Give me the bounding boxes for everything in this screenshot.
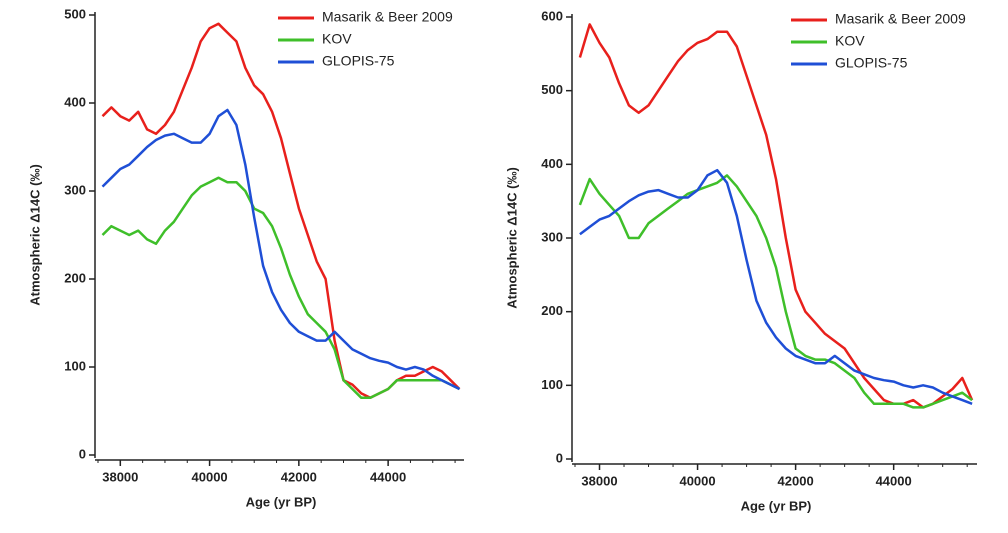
y-tick-label: 300 <box>64 182 86 197</box>
y-tick-label: 0 <box>79 446 86 461</box>
legend-label: GLOPIS-75 <box>322 53 395 69</box>
y-tick-label: 400 <box>64 94 86 109</box>
y-tick-label: 300 <box>541 229 563 244</box>
series-line <box>101 22 461 400</box>
series-line <box>101 108 461 391</box>
y-axis-label: Atmospheric Δ14C (‰) <box>27 164 42 306</box>
x-axis-label: Age (yr BP) <box>246 494 317 509</box>
x-tick-label: 40000 <box>679 473 715 488</box>
y-tick-label: 200 <box>64 270 86 285</box>
legend-label: KOV <box>835 33 865 49</box>
y-tick-label: 500 <box>541 82 563 97</box>
x-tick-label: 38000 <box>102 469 138 484</box>
series-line <box>578 174 973 409</box>
x-tick-label: 40000 <box>192 469 228 484</box>
series-line <box>101 176 461 400</box>
legend-label: Masarik & Beer 2009 <box>322 9 453 25</box>
legend-label: GLOPIS-75 <box>835 55 908 71</box>
y-axis-label: Atmospheric Δ14C (‰) <box>504 167 519 309</box>
x-tick-label: 42000 <box>281 469 317 484</box>
series-line <box>579 168 973 405</box>
y-tick-label: 0 <box>556 450 563 465</box>
y-tick-label: 400 <box>541 156 563 171</box>
y-tick-label: 200 <box>541 303 563 318</box>
x-tick-label: 44000 <box>370 469 406 484</box>
y-tick-label: 100 <box>64 358 86 373</box>
series-line <box>578 23 974 409</box>
legend-label: KOV <box>322 31 352 47</box>
x-axis-label: Age (yr BP) <box>741 498 812 513</box>
x-tick-label: 38000 <box>581 473 617 488</box>
legend-label: Masarik & Beer 2009 <box>835 11 966 27</box>
y-tick-label: 600 <box>541 8 563 23</box>
x-tick-label: 42000 <box>778 473 814 488</box>
y-tick-label: 100 <box>541 377 563 392</box>
x-tick-label: 44000 <box>876 473 912 488</box>
y-tick-label: 500 <box>64 6 86 21</box>
